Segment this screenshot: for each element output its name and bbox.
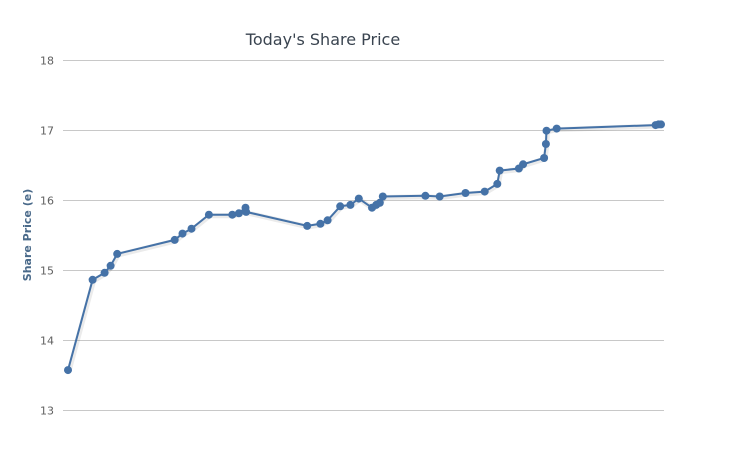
data-point[interactable] [495, 166, 504, 175]
price-points [64, 120, 665, 375]
data-point[interactable] [113, 249, 122, 258]
data-point[interactable] [657, 120, 665, 129]
data-point[interactable] [316, 219, 325, 228]
y-axis-label: Share Price (e) [21, 189, 34, 281]
y-gridlines [63, 60, 664, 411]
data-point[interactable] [541, 140, 550, 148]
data-point[interactable] [435, 192, 444, 201]
y-tick-label: 15 [40, 265, 54, 278]
y-tick-label: 17 [40, 125, 54, 138]
data-point[interactable] [100, 268, 109, 277]
data-point[interactable] [178, 229, 187, 238]
data-point[interactable] [552, 124, 561, 133]
y-axis-ticks: 13 14 15 16 17 18 [40, 55, 54, 418]
data-point[interactable] [228, 210, 237, 219]
data-point[interactable] [187, 224, 196, 233]
data-point[interactable] [336, 202, 345, 211]
data-point[interactable] [375, 198, 384, 207]
data-point[interactable] [204, 210, 213, 219]
price-series [66, 122, 662, 372]
data-point[interactable] [378, 192, 387, 201]
series-line-shadow [66, 122, 662, 372]
data-point[interactable] [234, 209, 243, 218]
y-tick-label: 18 [40, 55, 54, 68]
data-point[interactable] [519, 160, 528, 169]
y-tick-label: 16 [40, 195, 54, 208]
data-point[interactable] [461, 189, 470, 197]
chart-title: Today's Share Price [245, 30, 400, 49]
y-tick-label: 14 [40, 335, 54, 348]
data-point[interactable] [106, 261, 115, 270]
data-point[interactable] [540, 154, 549, 162]
data-point[interactable] [346, 200, 355, 209]
data-point[interactable] [242, 207, 251, 216]
data-point[interactable] [64, 366, 72, 375]
data-point[interactable] [421, 191, 430, 200]
y-tick-label: 13 [40, 405, 54, 418]
data-point[interactable] [354, 194, 363, 203]
data-point[interactable] [542, 126, 551, 135]
data-point[interactable] [323, 216, 332, 225]
data-point[interactable] [170, 235, 179, 244]
data-point[interactable] [480, 187, 489, 196]
data-point[interactable] [493, 179, 502, 188]
data-point[interactable] [303, 221, 312, 230]
data-point[interactable] [88, 275, 97, 284]
